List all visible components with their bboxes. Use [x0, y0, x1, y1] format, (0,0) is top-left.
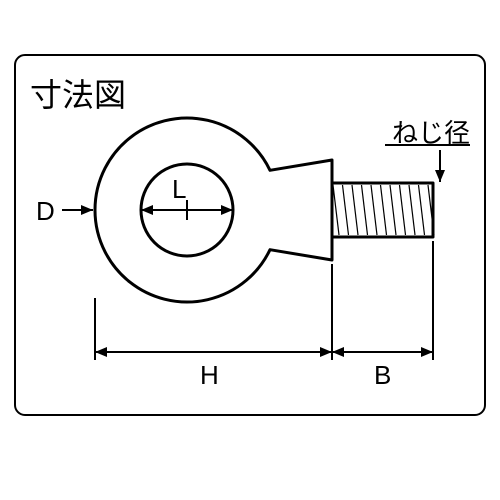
diagram-stage: 寸法図 D L H B ねじ径 — [0, 0, 500, 500]
label-D: D — [36, 196, 55, 227]
label-H: H — [200, 360, 219, 391]
dimension-lines — [62, 145, 470, 360]
label-B: B — [374, 360, 391, 391]
label-L: L — [172, 174, 186, 205]
diagram-title: 寸法図 — [30, 70, 126, 116]
label-thread-dia: ねじ径 — [392, 113, 470, 150]
thread-lines — [333, 185, 434, 235]
